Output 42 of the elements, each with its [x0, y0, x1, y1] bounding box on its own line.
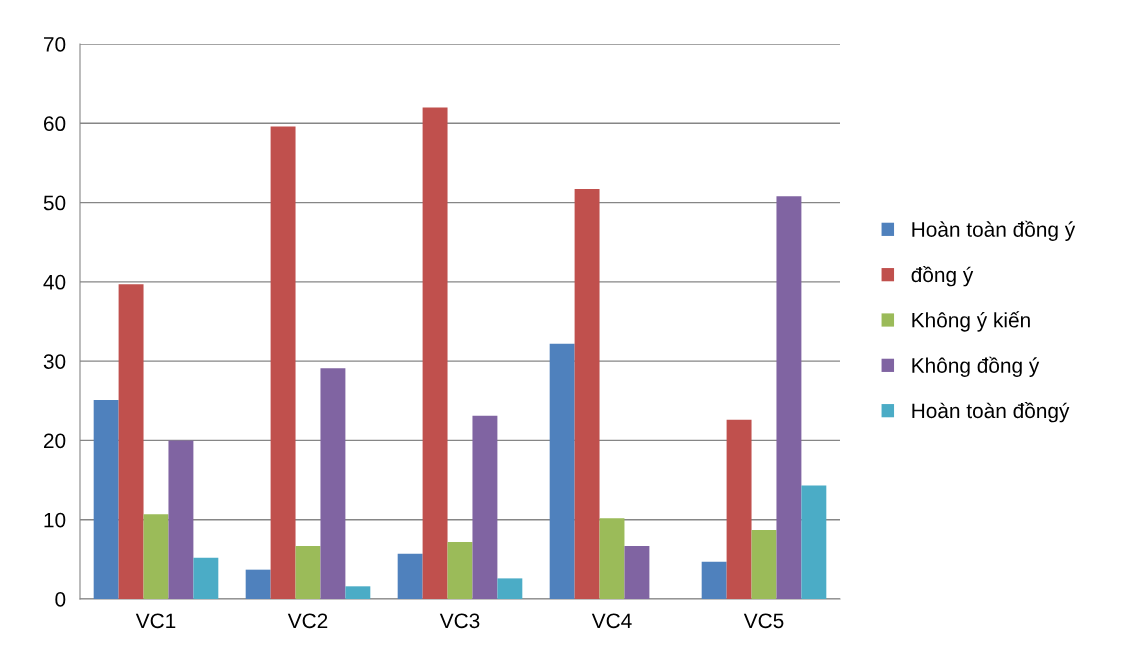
bar	[726, 419, 752, 599]
y-tick-label: 20	[43, 433, 66, 449]
bar	[701, 561, 727, 599]
bar	[118, 284, 144, 599]
y-tick-label: 0	[55, 592, 66, 607]
bar	[497, 578, 523, 599]
bar	[143, 514, 169, 599]
bar	[472, 415, 498, 599]
legend-label: Hoàn toàn đồng ý	[912, 220, 1076, 241]
legend-label: đồng ý	[911, 266, 974, 287]
bar	[245, 569, 271, 599]
x-tick-label: VC4	[591, 613, 632, 629]
bar	[93, 399, 119, 599]
bar	[422, 107, 448, 599]
x-tick-label: VC2	[287, 613, 328, 629]
y-tick-label: 40	[43, 274, 66, 290]
bar	[270, 126, 296, 599]
y-tick-label: 50	[43, 195, 66, 211]
bar	[624, 545, 650, 599]
bar	[801, 485, 827, 599]
bar	[193, 557, 219, 599]
y-tick-label: 10	[44, 512, 66, 528]
bar	[599, 518, 625, 599]
y-tick-label: 30	[43, 354, 66, 369]
y-tick-label: 70	[44, 37, 66, 52]
bar	[776, 196, 802, 599]
bar	[447, 541, 473, 599]
bar	[397, 553, 423, 599]
x-tick-label: VC1	[135, 613, 176, 629]
bar	[574, 189, 600, 599]
x-tick-label: VC3	[439, 613, 480, 629]
legend-label: Không ý kiến	[912, 311, 1030, 332]
y-tick-label: 60	[44, 116, 66, 132]
legend-label: Hoàn toàn đồngý	[912, 402, 1070, 423]
bar	[549, 343, 575, 599]
bar	[320, 368, 346, 599]
legend-label: Không đồng ý	[912, 356, 1040, 377]
bar	[168, 440, 194, 599]
bar	[751, 530, 777, 599]
bar	[295, 545, 321, 599]
x-tick-label: VC5	[743, 613, 784, 629]
bar	[345, 586, 371, 599]
